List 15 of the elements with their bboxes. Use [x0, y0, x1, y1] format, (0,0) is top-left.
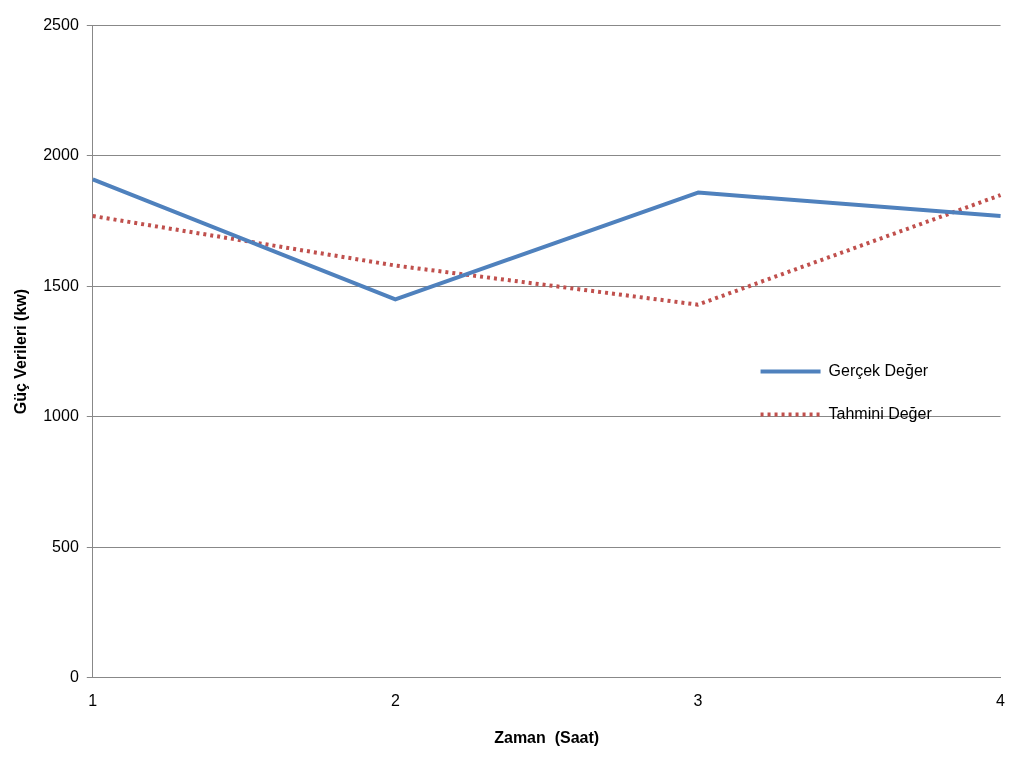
y-tick-label: 2500	[43, 16, 79, 34]
y-tick-label: 2000	[43, 146, 79, 164]
y-axis-title: Güç Verileri (kw)	[12, 288, 30, 415]
legend-label: Tahmini Değer	[828, 405, 933, 423]
legend-label: Gerçek Değer	[828, 362, 929, 380]
line-series	[90, 193, 1003, 307]
x-tick-label: 1	[88, 691, 98, 709]
y-tick-label: 1000	[43, 407, 79, 425]
x-tick-label: 2	[390, 691, 400, 709]
y-tick-label: 0	[69, 668, 79, 686]
y-tick-label: 1500	[43, 276, 79, 294]
x-axis-title: Zaman (Saat)	[494, 728, 600, 746]
y-tick-label: 500	[52, 537, 79, 555]
x-tick-label: 3	[693, 691, 703, 709]
x-tick-label: 4	[996, 691, 1006, 709]
